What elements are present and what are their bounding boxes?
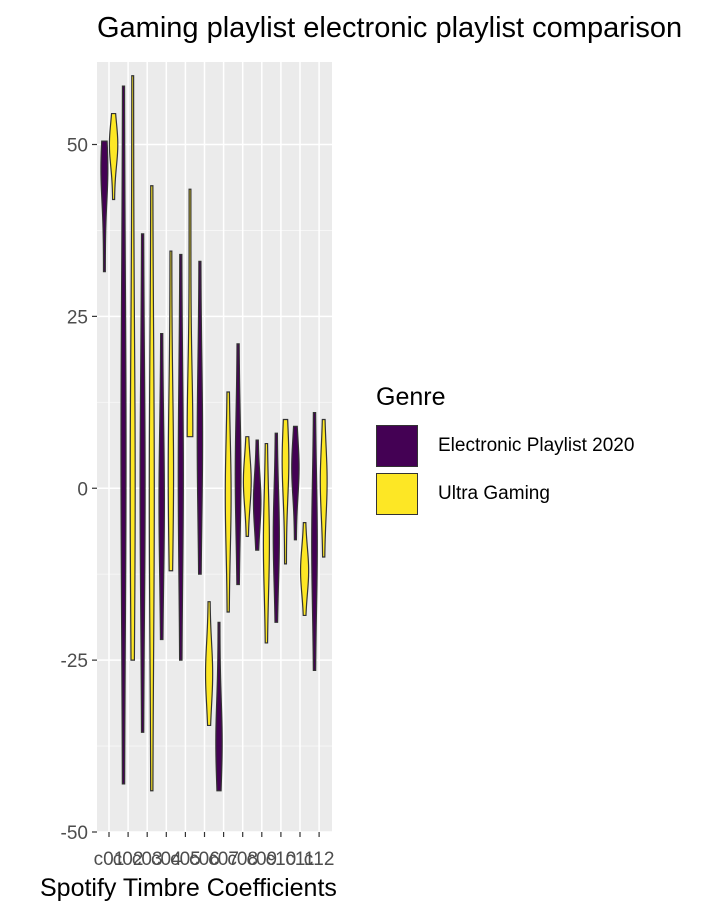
violin-ultra-gaming-c09	[262, 442, 271, 644]
violin-ultra-gaming-c06	[204, 601, 214, 727]
x-tick-label: c08	[227, 849, 258, 870]
legend: Genre Electronic Playlist 2020 Ultra Gam…	[376, 383, 634, 518]
violin-electronic-c11	[291, 425, 300, 541]
violin-electronic-c12	[311, 412, 318, 672]
x-tick-label: c04	[151, 849, 182, 870]
legend-title: Genre	[376, 383, 446, 411]
x-tick-label: c01	[94, 849, 125, 870]
violin-ultra-gaming-c02	[129, 75, 136, 661]
x-tick-label: c12	[304, 849, 335, 870]
x-axis-label: Spotify Timbre Coefficients	[40, 874, 337, 902]
y-tick-label: -50	[61, 823, 88, 844]
y-tick-label: 25	[67, 307, 88, 328]
violin-electronic-c08	[234, 343, 242, 586]
violin-electronic-c03	[139, 233, 146, 733]
y-tick-label: 50	[67, 136, 88, 157]
legend-key-electronic	[376, 425, 418, 467]
legend-item-ultra-gaming: Ultra Gaming	[376, 470, 634, 518]
violin-electronic-c02	[120, 85, 127, 785]
x-tick-label: c06	[189, 849, 220, 870]
violin-ultra-gaming-c07	[224, 391, 232, 613]
violin-ultra-gaming-c05	[186, 188, 194, 438]
x-tick-label: c10	[266, 849, 297, 870]
violin-electronic-c06	[196, 260, 204, 575]
violin-ultra-gaming-c11	[299, 522, 310, 617]
x-tick-label: c07	[208, 849, 239, 870]
violin-ultra-gaming-c10	[281, 418, 290, 565]
legend-label-electronic: Electronic Playlist 2020	[438, 435, 635, 456]
x-tick-label: c11	[285, 849, 314, 870]
x-tick-label: c05	[170, 849, 201, 870]
legend-label-ultra-gaming: Ultra Gaming	[438, 483, 550, 504]
violin-electronic-c10	[272, 432, 280, 623]
violin-ultra-gaming-c12	[319, 418, 328, 558]
chart-title: Gaming playlist electronic playlist comp…	[97, 12, 683, 44]
violin-electronic-c04	[158, 332, 165, 641]
violin-electronic-c07	[215, 621, 223, 792]
y-tick-label: -25	[61, 651, 88, 672]
violin-electronic-c05	[177, 253, 184, 661]
x-tick-label: c03	[132, 849, 163, 870]
violin-ultra-gaming-c03	[148, 185, 155, 792]
x-tick-label: c09	[246, 849, 277, 870]
violin-ultra-gaming-c08	[242, 436, 252, 537]
violin-ultra-gaming-c04	[167, 250, 175, 572]
violin-ultra-gaming-c01	[108, 112, 119, 201]
legend-item-electronic: Electronic Playlist 2020	[376, 422, 634, 470]
x-tick-label: c02	[113, 849, 144, 870]
y-tick-label: 0	[77, 479, 88, 500]
legend-key-ultra-gaming	[376, 473, 418, 515]
violin-electronic-c09	[252, 439, 262, 551]
violin-electronic-c01	[100, 140, 109, 273]
